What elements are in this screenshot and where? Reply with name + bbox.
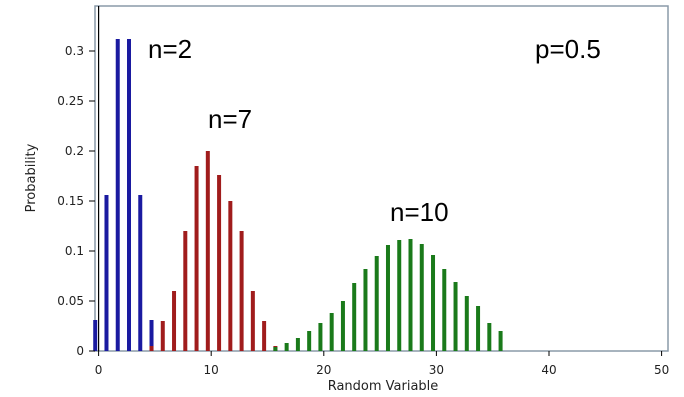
x-tick-label-0: 0 [95,363,103,377]
bar-series-2-18 [476,306,481,351]
bar-series-2-15 [442,269,447,351]
x-tick-label-4: 40 [541,363,556,377]
x-tick-label-2: 20 [316,363,331,377]
annotation-n10: n=10 [390,197,449,227]
bar-series-1-5 [205,151,210,351]
x-axis-ticks: 0 10 20 30 40 50 [95,351,669,377]
bar-series-2-17 [464,296,469,351]
x-tick-label-3: 30 [429,363,444,377]
bar-series-1-2 [172,291,177,351]
bar-series-2-5 [329,313,334,351]
bar-series-2-10 [385,245,390,351]
bar-series-1-10 [262,321,267,351]
bar-series-2-14 [431,255,436,351]
bar-series-1-7 [228,201,233,351]
bar-series-2-20 [498,331,503,351]
y-tick-label-2: 0.1 [65,244,84,258]
bar-series-2-12 [408,239,413,351]
y-tick-label-4: 0.2 [65,144,84,158]
bar-series-2-9 [374,256,379,351]
plot-frame [94,5,669,352]
x-tick-label-1: 10 [204,363,219,377]
y-axis-title: Probability [24,143,39,212]
bar-series-0-4 [138,195,143,351]
bar-series-2-6 [340,301,345,351]
bar-series-1-9 [250,291,255,351]
bar-series-2-3 [307,331,312,351]
bar-series-1-8 [239,231,244,351]
bar-series-0-0 [93,320,98,351]
y-tick-label-6: 0.3 [65,44,84,58]
bar-series-2-2 [295,338,300,351]
bar-series-0-2 [115,39,120,351]
bar-series-2-8 [363,269,368,351]
bar-series-1-4 [194,166,199,351]
bar-series-2-4 [318,323,323,351]
bar-series-2-19 [487,323,492,351]
y-tick-label-5: 0.25 [57,94,84,108]
bar-series-2-0 [273,347,278,351]
bar-series-2-13 [419,244,424,351]
bar-series-0-5 [149,320,154,351]
bars-layer [93,39,503,351]
y-tick-label-1: 0.05 [57,294,84,308]
bar-series-1-3 [183,231,188,351]
bar-series-0-1 [104,195,109,351]
y-tick-label-3: 0.15 [57,194,84,208]
bar-series-1-6 [217,175,222,351]
annotation-n7: n=7 [208,104,252,134]
annotation-p: p=0.5 [535,34,601,64]
bar-series-2-1 [284,343,289,351]
x-axis-title: Random Variable [328,379,439,394]
bar-series-0-3 [127,39,131,351]
bar-series-2-11 [397,240,402,351]
annotation-n2: n=2 [148,34,192,64]
y-axis-ticks: 0 0.05 0.1 0.15 0.2 0.25 0.3 [57,44,95,358]
bar-series-1-1 [160,321,165,351]
y-tick-label-0: 0 [76,344,84,358]
x-tick-label-5: 50 [654,363,669,377]
bar-series-2-16 [453,282,458,351]
bar-series-2-7 [352,283,357,351]
bar-series-1-0 [149,346,154,351]
